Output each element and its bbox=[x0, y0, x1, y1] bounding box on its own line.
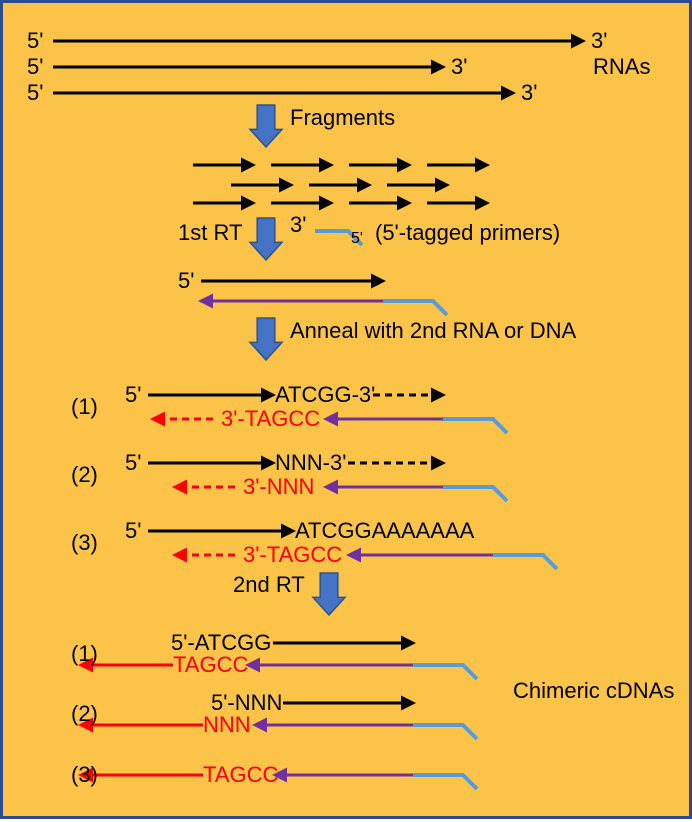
three-prime-label: 3' bbox=[451, 54, 467, 80]
five-prime-label: 5' bbox=[27, 80, 43, 106]
anneal-label: Anneal with 2nd RNA or DNA bbox=[290, 318, 576, 344]
chimeric-cdnas-label: Chimeric cDNAs bbox=[513, 678, 674, 704]
fragments-label: Fragments bbox=[290, 105, 395, 131]
rnas-label: RNAs bbox=[593, 54, 650, 80]
tagged-primers-label: (5'-tagged primers) bbox=[375, 220, 560, 246]
diagram-canvas: 5'3'5'3'5'3'RNAsFragments1st RT3'5'(5'-t… bbox=[0, 0, 692, 819]
second-rt-label: 2nd RT bbox=[233, 572, 305, 598]
five-prime-label: 5' bbox=[27, 28, 43, 54]
five-prime-label: 5' bbox=[27, 54, 43, 80]
three-prime-label: 3' bbox=[591, 28, 607, 54]
first-rt-label: 1st RT bbox=[178, 220, 242, 246]
three-prime-label: 3' bbox=[521, 80, 537, 106]
